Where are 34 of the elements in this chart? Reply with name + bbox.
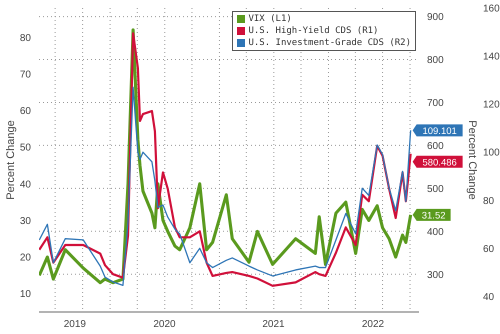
y2-axis-title: Percent Change [466, 120, 478, 200]
y3-tick-label: 40 [483, 292, 495, 303]
x-tick-label: 2022 [362, 319, 385, 330]
y2-tick-label: 600 [427, 140, 444, 152]
y-tick-label: 10 [20, 289, 32, 300]
legend-label: U.S. High-Yield CDS (R1) [248, 26, 378, 36]
y-tick-label: 20 [20, 252, 32, 264]
x-tick-label: 2019 [64, 319, 86, 330]
y2-tick-label: 700 [427, 98, 444, 110]
x-tick-label: 2020 [153, 319, 176, 330]
y-tick-label: 50 [20, 142, 32, 154]
y-tick-label: 70 [20, 69, 32, 80]
y3-tick-label: 60 [483, 244, 495, 255]
data-label: 109.101 [422, 126, 457, 137]
legend-label: U.S. Investment-Grade CDS (R2) [248, 38, 411, 48]
y3-tick-label: 80 [483, 196, 495, 207]
y2-tick-label: 900 [427, 12, 444, 24]
y-tick-label: 80 [20, 32, 32, 44]
y3-tick-label: 160 [483, 4, 500, 15]
y-tick-label: 40 [20, 179, 32, 190]
y3-tick-label: 100 [483, 148, 500, 159]
data-label: 580.486 [422, 157, 457, 168]
y2-tick-label: 300 [427, 270, 444, 281]
y-tick-label: 60 [20, 106, 32, 118]
x-tick-label: 2021 [262, 319, 286, 330]
y-tick-label: 30 [20, 216, 32, 227]
y3-tick-label: 140 [483, 52, 500, 63]
y2-tick-label: 500 [427, 184, 444, 195]
legend-label: VIX (L1) [248, 14, 292, 24]
y3-tick-label: 120 [483, 100, 500, 111]
y2-tick-label: 400 [427, 226, 444, 238]
data-label: 31.52 [422, 210, 446, 222]
y2-tick-label: 800 [427, 55, 444, 66]
y-axis-title: Percent Change [4, 120, 17, 200]
